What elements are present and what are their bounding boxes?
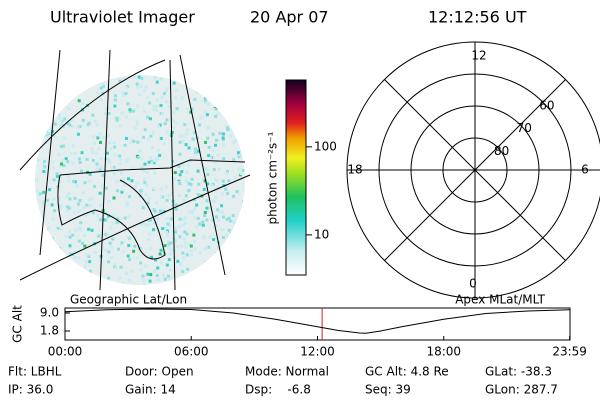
polar-spoke: [384, 79, 566, 261]
x-tick-label: 12:00: [300, 345, 335, 359]
y-tick-label: 9.0: [40, 306, 59, 320]
earth-image: [19, 49, 251, 291]
time: 12:12:56 UT: [428, 8, 527, 27]
status-field: GLon: 287.7: [485, 383, 558, 397]
mlt-label: 18: [347, 163, 362, 177]
y-tick-label: 1.8: [40, 324, 59, 338]
status-field: GC Alt: 4.8 Re: [365, 365, 449, 379]
lat-ring: [378, 73, 572, 267]
lat-ring: [442, 137, 508, 203]
plot-title-right: Apex MLat/MLT: [455, 293, 545, 307]
x-tick-label: 18:00: [426, 345, 461, 359]
colorbar-tick-label: 10: [314, 227, 329, 241]
lat-ring: [410, 105, 540, 235]
status-field: Mode: Normal: [245, 365, 329, 379]
x-tick-label: 23:59: [552, 345, 587, 359]
status-field: IP: 36.0: [8, 383, 53, 397]
plot-title-left: Geographic Lat/Lon: [70, 293, 187, 307]
status-field: Flt: LBHL: [8, 365, 62, 379]
lat-label: 80: [494, 144, 509, 158]
status-field: GLat: -38.3: [485, 365, 552, 379]
colorbar-tick-label: 100: [314, 139, 337, 153]
altitude-line: [64, 308, 571, 334]
status-field: Dsp: -6.8: [245, 383, 311, 397]
mlt-label: 6: [581, 163, 589, 177]
lat-label: 60: [539, 99, 554, 113]
x-tick-label: 00:00: [48, 345, 83, 359]
mlt-label: 0: [469, 277, 477, 291]
lat-label: 70: [517, 121, 532, 135]
x-tick-label: 06:00: [174, 345, 209, 359]
y-axis-label: GC Alt: [11, 305, 25, 343]
colorbar-label: photon cm⁻²s⁻¹: [266, 131, 280, 224]
mlt-label: 12: [471, 49, 486, 63]
status-field: Door: Open: [125, 365, 194, 379]
title: Ultraviolet Imager: [50, 8, 195, 27]
date: 20 Apr 07: [250, 8, 329, 27]
colorbar: [285, 79, 307, 276]
status-field: Gain: 14: [125, 383, 176, 397]
status-field: Seq: 39: [365, 383, 411, 397]
